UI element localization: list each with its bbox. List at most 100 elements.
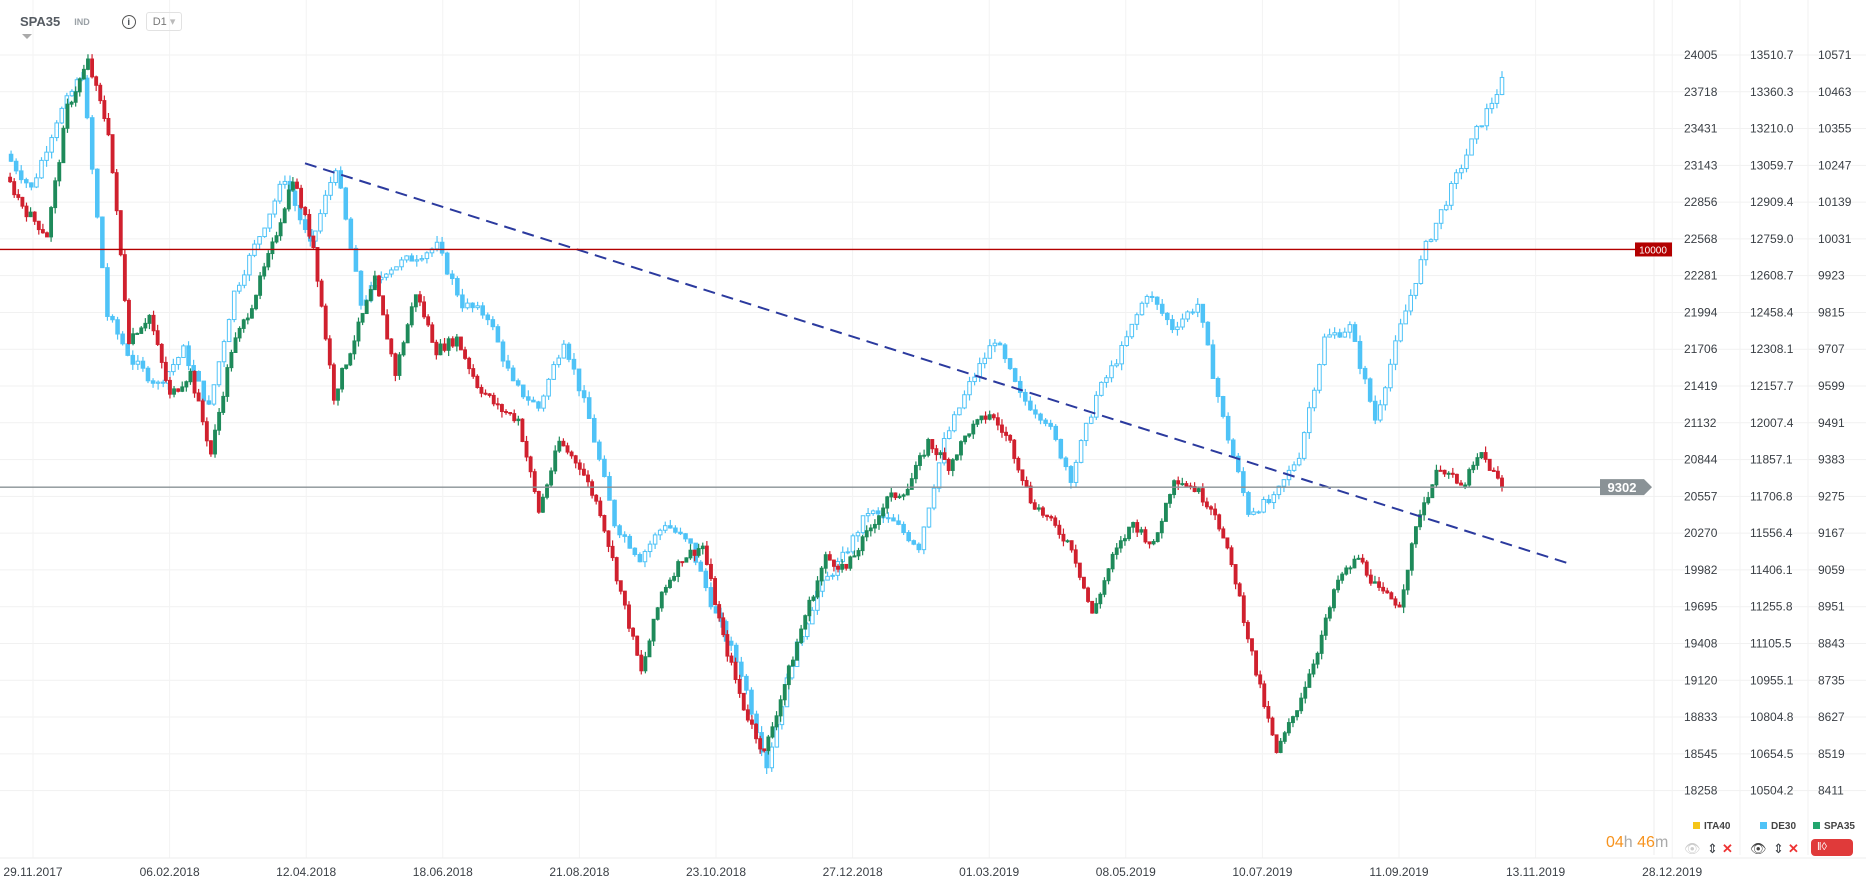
spa35-candle xyxy=(709,563,713,580)
y-tick-label: 11857.1 xyxy=(1750,453,1793,467)
spa35-candle xyxy=(672,575,677,581)
spa35-candle xyxy=(495,403,500,406)
spa35-candle xyxy=(1065,540,1070,543)
spa35-candle xyxy=(655,607,660,620)
reorder-icon[interactable]: ⇕ xyxy=(1773,841,1784,856)
de30-candle xyxy=(1190,311,1195,314)
de30-candle xyxy=(186,345,191,367)
spa35-candle xyxy=(372,275,377,291)
de30-candle xyxy=(571,358,577,370)
spa35-candle xyxy=(1327,607,1332,619)
de30-candle xyxy=(1220,396,1226,417)
de30-candle xyxy=(1073,461,1079,483)
remove-icon[interactable]: ✕ xyxy=(1722,841,1733,856)
spa35-candle xyxy=(12,181,17,196)
spa35-candle xyxy=(643,656,648,672)
spa35-candle xyxy=(422,301,426,318)
spa35-candle xyxy=(180,386,185,392)
de30-candle xyxy=(231,290,237,321)
y-tick-label: 11406.1 xyxy=(1750,563,1793,577)
spa35-candle xyxy=(524,440,529,458)
spa35-candle xyxy=(1082,576,1086,589)
spa35-candle xyxy=(463,349,467,359)
spa35-candle xyxy=(1122,538,1127,542)
de30-candle xyxy=(1357,340,1363,369)
spa35-candle xyxy=(1016,457,1021,471)
y-tick-label: 9815 xyxy=(1818,305,1845,319)
spa35-candle xyxy=(963,435,968,443)
de30-candle xyxy=(515,380,521,386)
spa35-candle xyxy=(959,441,963,456)
de30-candle xyxy=(1449,182,1454,206)
spa35-candle xyxy=(807,599,812,617)
y-tick-label: 8411 xyxy=(1818,784,1844,798)
symbol-dropdown-icon[interactable] xyxy=(22,34,32,39)
y-tick-label: 19408 xyxy=(1684,636,1718,650)
de30-candle xyxy=(1200,303,1206,323)
spa35-candle xyxy=(885,496,890,509)
de30-candle xyxy=(1063,457,1069,468)
y-tick-label: 9275 xyxy=(1818,489,1845,503)
spa35-candle xyxy=(766,736,771,752)
remove-icon[interactable]: ✕ xyxy=(1788,841,1799,856)
timeframe-select[interactable]: D1 ▾ xyxy=(145,12,183,31)
y-tick-label: 13210.0 xyxy=(1750,122,1794,136)
de30-candle xyxy=(713,606,719,614)
y-tick-label: 8519 xyxy=(1818,747,1845,761)
de30-candle xyxy=(591,417,597,443)
de30-candle xyxy=(120,333,125,345)
de30-candle xyxy=(921,526,927,551)
spa35-candle xyxy=(860,536,865,552)
info-icon[interactable]: i xyxy=(121,14,136,29)
spa35-candle xyxy=(360,313,365,323)
reorder-icon[interactable]: ⇕ xyxy=(1707,841,1718,856)
spa35-candle xyxy=(192,370,197,394)
spa35-candle xyxy=(1295,710,1300,718)
de30-candle xyxy=(972,376,977,383)
chart-type-button[interactable]: ‖◊ xyxy=(1811,839,1853,856)
de30-candle xyxy=(1053,425,1059,440)
y-tick-label: 10247 xyxy=(1818,158,1852,172)
spa35-candle xyxy=(799,628,804,643)
spa35-candle xyxy=(286,189,291,210)
spa35-candle xyxy=(155,330,160,345)
spa35-candle xyxy=(213,429,217,455)
de30-candle xyxy=(967,381,972,396)
spa35-candle xyxy=(381,295,386,316)
de30-candle xyxy=(1124,336,1130,347)
de30-candle xyxy=(1383,387,1388,406)
de30-candle xyxy=(500,341,506,362)
de30-candle xyxy=(226,319,232,343)
spa35-candle xyxy=(147,314,152,324)
spa35-candle xyxy=(1463,484,1468,487)
spa35-candle xyxy=(397,354,402,376)
de30-candle xyxy=(318,213,323,232)
de30-candle xyxy=(957,407,962,416)
spa35-candle xyxy=(274,235,279,243)
de30-candle xyxy=(353,247,359,272)
de30-candle xyxy=(1261,499,1266,513)
eye-icon[interactable]: 👁 xyxy=(1750,841,1767,856)
de30-candle xyxy=(384,273,389,278)
spa35-candle xyxy=(1291,716,1295,724)
spa35-candle xyxy=(163,361,168,381)
de30-candle xyxy=(597,441,602,460)
spa35-candle xyxy=(1471,464,1476,471)
y-tick-label: 19695 xyxy=(1684,600,1718,614)
level-label-10000: 10000 xyxy=(1639,245,1667,256)
de30-candle xyxy=(1342,331,1348,338)
spa35-candle xyxy=(65,103,70,129)
spa35-candle xyxy=(1270,717,1275,736)
y-tick-label: 19120 xyxy=(1684,673,1718,687)
de30-candle xyxy=(1017,380,1023,393)
spa35-candle xyxy=(127,299,131,345)
spa35-candle xyxy=(290,181,295,191)
y-tick-label: 10654.5 xyxy=(1750,747,1794,761)
de30-candle xyxy=(703,570,709,589)
y-tick-label: 20270 xyxy=(1684,526,1718,540)
spa35-candle xyxy=(774,715,779,728)
eye-icon[interactable]: 👁 xyxy=(1684,841,1701,856)
spa35-candle xyxy=(918,455,922,466)
symbol-name[interactable]: SPA35 xyxy=(20,14,61,29)
